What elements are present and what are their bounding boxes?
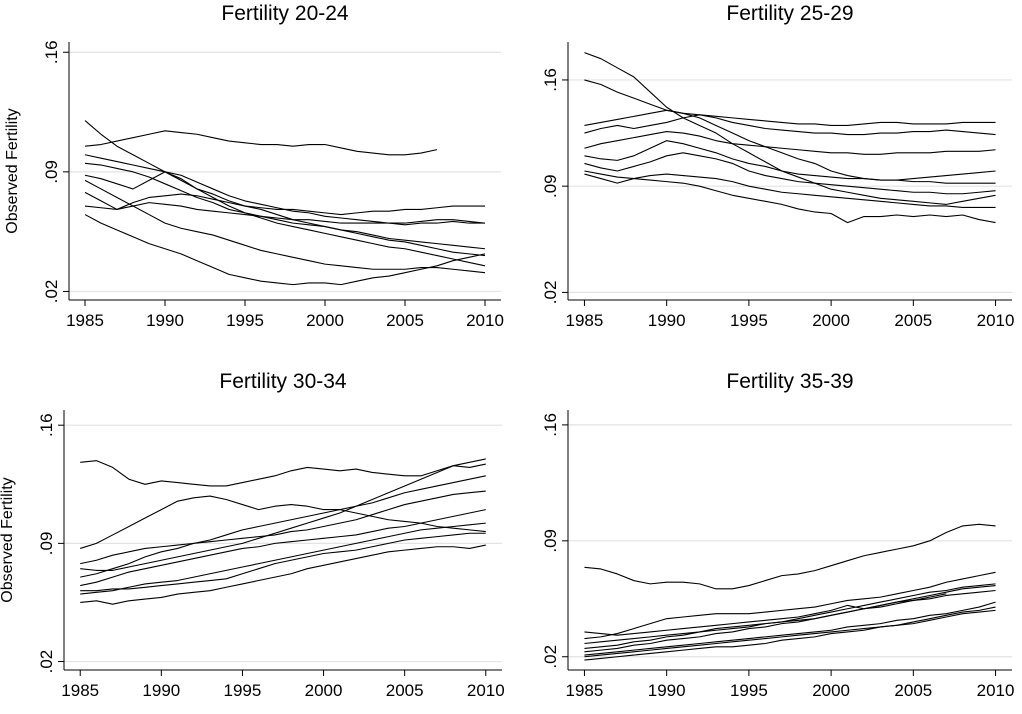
series-line — [584, 601, 996, 656]
y-axis-label: Observed Fertility — [4, 108, 21, 233]
y-tick-label: .16 — [541, 68, 560, 92]
y-tick-label: .16 — [541, 413, 560, 437]
y-tick-label: .09 — [541, 529, 560, 553]
series-line — [80, 460, 486, 487]
y-tick-label: .09 — [42, 160, 61, 184]
series-line — [584, 114, 996, 136]
series-line — [80, 458, 486, 571]
panel-title: Fertility 25-29 — [726, 2, 853, 25]
x-tick-label: 2000 — [812, 311, 850, 330]
x-tick-label: 2000 — [812, 681, 850, 700]
x-tick-label: 2010 — [466, 311, 504, 330]
x-tick-label: 1995 — [730, 681, 768, 700]
y-tick-label: .02 — [541, 281, 560, 305]
x-tick-label: 2005 — [386, 311, 424, 330]
series-line — [84, 214, 486, 286]
series-line — [584, 609, 996, 658]
series-line — [584, 140, 996, 184]
panel: Fertility 35-39 .02 .09 .16 1985 1990 1995 2000… — [541, 370, 1014, 700]
series-line — [584, 523, 996, 590]
series-line — [80, 544, 486, 605]
x-tick-label: 1985 — [566, 681, 604, 700]
series-line — [80, 475, 486, 578]
series-line — [584, 152, 996, 195]
series-line — [84, 171, 486, 250]
panel-title: Fertility 35-39 — [726, 370, 853, 393]
series-line — [80, 495, 486, 549]
series-line — [80, 490, 486, 565]
series-line — [584, 583, 996, 650]
series-line — [584, 109, 996, 127]
x-tick-label: 1990 — [648, 681, 686, 700]
x-tick-label: 2010 — [977, 681, 1015, 700]
x-tick-label: 1995 — [224, 681, 262, 700]
y-tick-label: .02 — [37, 650, 56, 674]
x-tick-label: 1995 — [226, 311, 264, 330]
series-line — [584, 584, 996, 645]
series-line — [84, 120, 486, 267]
x-tick-label: 1985 — [566, 311, 604, 330]
x-tick-label: 2005 — [894, 311, 932, 330]
series-line — [84, 154, 486, 224]
panel: Fertility 30-34 .02 .09 .16 1985 1990 1995 2000… — [0, 370, 505, 700]
series-line — [80, 509, 486, 587]
series-line — [584, 173, 996, 208]
y-tick-label: .09 — [541, 174, 560, 198]
x-tick-label: 2005 — [386, 681, 424, 700]
y-tick-label: .09 — [37, 532, 56, 556]
y-tick-label: .02 — [541, 645, 560, 669]
x-tick-label: 1985 — [61, 681, 99, 700]
series-line — [80, 532, 486, 592]
x-tick-label: 1995 — [730, 311, 768, 330]
series-line — [80, 522, 486, 595]
x-tick-label: 1985 — [66, 311, 104, 330]
series-line — [584, 170, 996, 224]
x-tick-label: 2000 — [306, 311, 344, 330]
y-tick-label: .16 — [42, 40, 61, 64]
x-tick-label: 2010 — [977, 311, 1015, 330]
x-tick-label: 2000 — [305, 681, 343, 700]
series-line — [584, 79, 996, 181]
panel-title: Fertility 30-34 — [219, 370, 347, 393]
y-tick-label: .16 — [37, 413, 56, 437]
x-tick-label: 2010 — [467, 681, 505, 700]
x-tick-label: 1990 — [146, 311, 184, 330]
series-line — [584, 589, 996, 653]
series-line — [84, 130, 438, 156]
series-line — [84, 179, 486, 274]
series-line — [584, 52, 996, 205]
series-line — [584, 130, 996, 155]
x-tick-label: 1990 — [142, 681, 180, 700]
x-tick-label: 2005 — [894, 681, 932, 700]
series-line — [584, 606, 996, 661]
panel: Fertility 25-29 .02 .09 .16 1985 1990 1995 2000… — [541, 2, 1014, 330]
series-line — [84, 202, 485, 226]
panel-title: Fertility 20-24 — [221, 2, 349, 25]
series-line — [584, 571, 996, 640]
panel: Fertility 20-24 .02 .09 .16 1985 1990 1995 2000… — [4, 2, 504, 330]
y-axis-label: Observed Fertility — [0, 477, 16, 602]
x-tick-label: 1990 — [648, 311, 686, 330]
y-tick-label: .02 — [42, 280, 61, 304]
series-line — [84, 162, 486, 257]
